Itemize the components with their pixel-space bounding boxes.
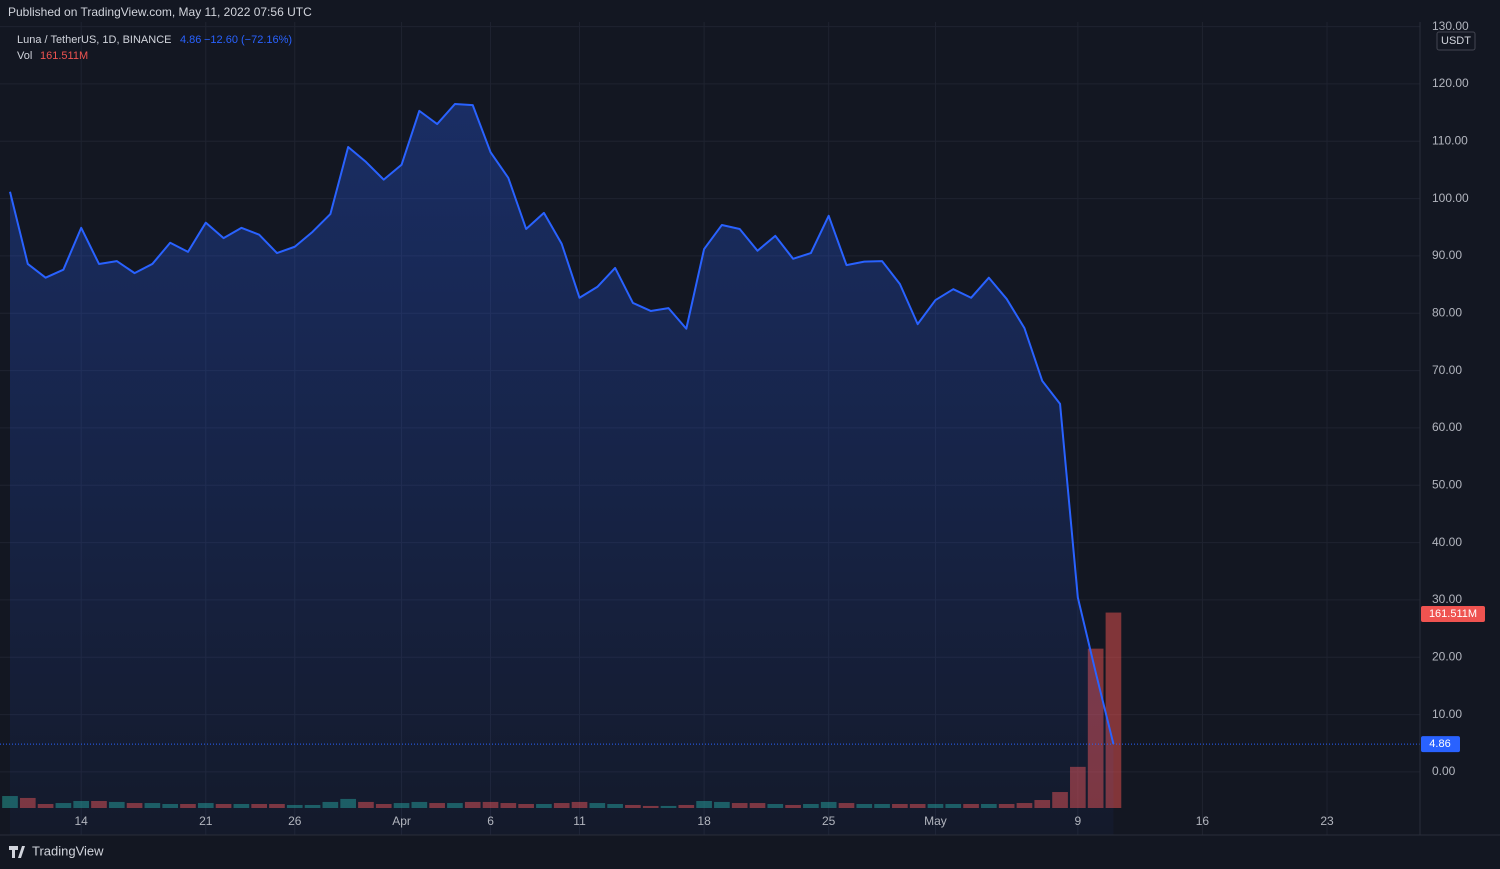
y-tick-label: 80.00 — [1432, 305, 1462, 319]
tv-logo — [9, 846, 25, 858]
price-area — [10, 103, 1114, 835]
x-tick-label: 25 — [822, 814, 836, 828]
y-tick-label: 100.00 — [1432, 191, 1469, 205]
y-tick-label: 60.00 — [1432, 420, 1462, 434]
y-tick-label: 30.00 — [1432, 592, 1462, 606]
y-tick-label: 130.00 — [1432, 19, 1469, 33]
y-tick-label: 70.00 — [1432, 363, 1462, 377]
y-tick-label: 0.00 — [1432, 764, 1456, 778]
last-price: 4.86 — [180, 34, 201, 46]
x-tick-label: 9 — [1075, 814, 1082, 828]
x-tick-label: 18 — [697, 814, 711, 828]
x-tick-label: 23 — [1320, 814, 1334, 828]
y-tick-label: 90.00 — [1432, 248, 1462, 262]
volume-bar — [2, 796, 18, 808]
plot-area — [0, 22, 1420, 835]
y-tick-label: 110.00 — [1432, 133, 1468, 147]
x-tick-label: Apr — [392, 814, 411, 828]
footer-brand: TradingView — [32, 843, 104, 858]
volume-value: 161.511M — [40, 50, 88, 62]
volume-label: Vol — [17, 50, 32, 62]
currency-label[interactable]: USDT — [1441, 35, 1471, 47]
price-change: −12.60 (−72.16%) — [204, 34, 292, 46]
x-tick-label: 16 — [1196, 814, 1210, 828]
volume-box — [1421, 606, 1485, 622]
y-tick-label: 40.00 — [1432, 535, 1462, 549]
volume-tag: 161.511M — [1429, 608, 1477, 620]
y-tick-label: 120.00 — [1432, 76, 1469, 90]
x-tick-label: 14 — [75, 814, 89, 828]
x-tick-label: 6 — [487, 814, 494, 828]
x-tick-label: 26 — [288, 814, 302, 828]
x-tick-label: May — [924, 814, 947, 828]
axes: 0.00 10.00 20.00 30.00 40.00 50.00 60.00 70.00 8… — [75, 19, 1485, 828]
y-tick-label: 10.00 — [1432, 707, 1462, 721]
last-price-box — [1421, 736, 1460, 753]
x-tick-label: 11 — [573, 814, 586, 828]
y-tick-label: 50.00 — [1432, 477, 1462, 491]
symbol-label: Luna / TetherUS, 1D, BINANCE — [17, 34, 171, 46]
y-tick-label: 20.00 — [1432, 649, 1462, 663]
price-line — [9, 102, 1115, 745]
published-note: Published on TradingView.com, May 11, 20… — [8, 5, 312, 19]
last-price-tag: 4.86 — [1429, 738, 1450, 750]
x-tick-label: 21 — [199, 814, 213, 828]
currency-box[interactable] — [1436, 31, 1476, 51]
